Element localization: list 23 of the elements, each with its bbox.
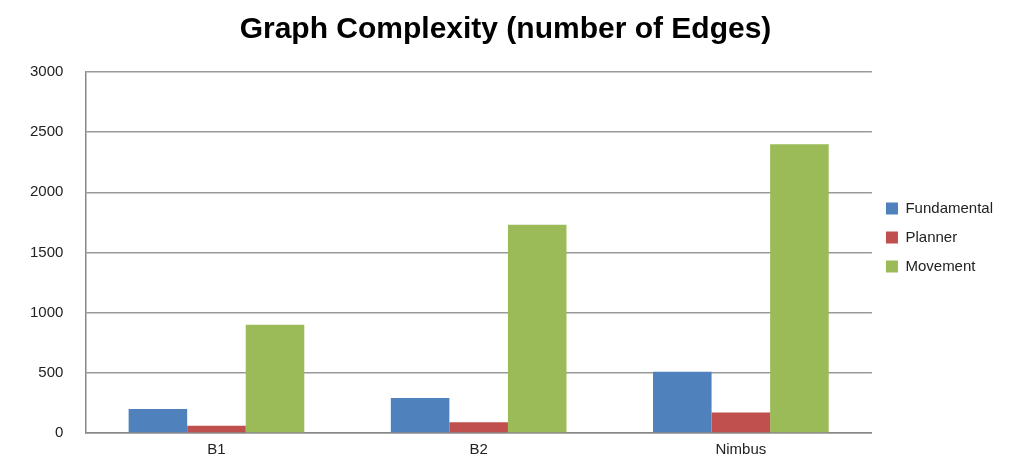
y-tick-label: 1500 [29, 242, 64, 260]
bar [128, 408, 188, 433]
bar [711, 412, 771, 433]
y-tick-label: 2500 [29, 122, 64, 140]
bar [390, 398, 450, 433]
y-tick-label: 0 [55, 423, 64, 441]
x-tick-label: Nimbus [715, 440, 767, 458]
legend-label: Fundamental [905, 198, 994, 216]
y-tick-label: 3000 [29, 62, 64, 80]
bar [187, 425, 246, 433]
legend-label: Movement [905, 256, 977, 274]
bar [770, 144, 829, 433]
y-tick-label: 2000 [29, 182, 64, 200]
bar [449, 422, 508, 433]
y-tick-label: 500 [38, 362, 64, 380]
x-tick-label: B1 [207, 440, 226, 458]
chart-title: Graph Complexity (number of Edges) [239, 11, 772, 45]
bar [245, 324, 305, 433]
bar [507, 224, 567, 433]
legend-label: Planner [905, 227, 958, 245]
x-tick-label: B2 [469, 440, 488, 458]
bar [653, 371, 712, 433]
y-tick-label: 1000 [29, 302, 64, 320]
